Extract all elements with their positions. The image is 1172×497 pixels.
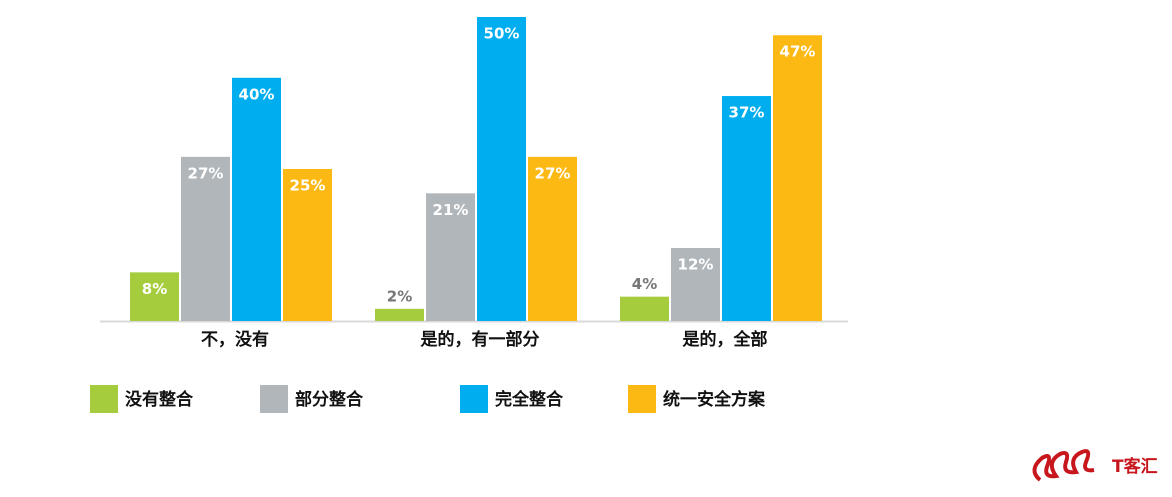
value-label: 47% xyxy=(780,43,816,61)
legend-label: 部分整合 xyxy=(295,389,364,410)
value-label: 21% xyxy=(433,201,469,219)
legend-swatch xyxy=(90,385,118,413)
bar xyxy=(375,308,424,321)
bar xyxy=(773,35,822,322)
bar xyxy=(671,248,720,321)
category-label: 不，没有 xyxy=(201,329,269,350)
legend-label: 没有整合 xyxy=(125,389,194,410)
watermark-logo xyxy=(1032,449,1095,482)
watermark: T客汇 xyxy=(1112,456,1158,477)
value-label: 27% xyxy=(535,164,571,182)
value-label: 50% xyxy=(484,25,520,43)
bar xyxy=(722,96,771,321)
value-label: 8% xyxy=(142,280,167,298)
legend-label: 完全整合 xyxy=(495,389,564,410)
value-label: 40% xyxy=(239,85,275,103)
bar xyxy=(620,296,669,321)
legend-swatch xyxy=(260,385,288,413)
value-label: 2% xyxy=(387,287,412,305)
value-label: 4% xyxy=(632,275,657,293)
value-label: 12% xyxy=(678,256,714,274)
category-label: 是的，全部 xyxy=(683,329,768,350)
legend-label: 统一安全方案 xyxy=(663,389,766,410)
bar xyxy=(283,169,332,321)
bar xyxy=(477,17,526,321)
bar xyxy=(426,193,475,321)
legend-swatch xyxy=(628,385,656,413)
value-label: 27% xyxy=(188,164,224,182)
bar xyxy=(181,156,230,321)
value-label: 37% xyxy=(729,104,765,122)
category-label: 是的，有一部分 xyxy=(421,329,540,350)
bar xyxy=(528,156,577,321)
value-label: 25% xyxy=(290,177,326,195)
bar xyxy=(130,272,179,321)
legend-swatch xyxy=(460,385,488,413)
bar xyxy=(232,77,281,321)
